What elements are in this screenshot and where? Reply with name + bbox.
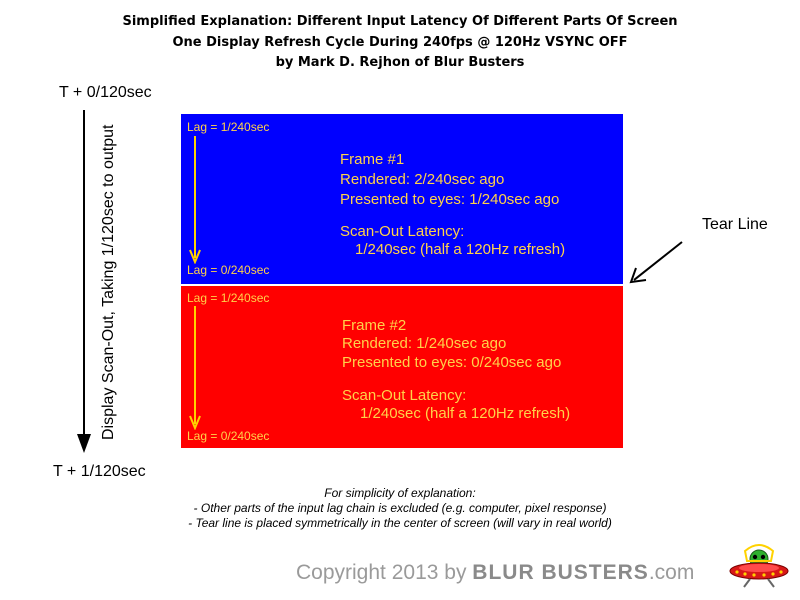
scanout-arrow-icon — [77, 110, 91, 453]
frame-2-rendered: Rendered: 1/240sec ago — [342, 335, 507, 352]
frame-2-panel: Lag = 1/240sec Lag = 0/240sec Frame #2 R… — [181, 286, 623, 448]
frame-2-lag-bottom: Lag = 0/240sec — [187, 429, 270, 443]
frame-1-latency-value: 1/240sec (half a 120Hz refresh) — [355, 241, 566, 258]
tear-line-arrow-icon — [629, 241, 683, 284]
frame-1-name: Frame #1 — [340, 151, 405, 168]
frame-2-name: Frame #2 — [342, 317, 407, 334]
copyright-prefix: Copyright 2013 by — [296, 561, 467, 584]
copyright-brand: BLUR BUSTERS — [472, 561, 649, 584]
frame-2-lag-top: Lag = 1/240sec — [187, 291, 270, 305]
frame-2-latency-title: Scan-Out Latency: — [342, 387, 467, 404]
frame-2-presented: Presented to eyes: 0/240sec ago — [342, 354, 562, 371]
frame-1-scan-arrow-icon — [189, 136, 201, 264]
notes-item-2: - Tear line is placed symmetrically in t… — [188, 516, 612, 530]
title-line-3: by Mark D. Rejhon of Blur Busters — [275, 55, 525, 70]
scanout-label: Display Scan-Out, Taking 1/120sec to out… — [100, 124, 117, 440]
frame-1-lag-bottom: Lag = 0/240sec — [187, 263, 270, 277]
title-line-2: One Display Refresh Cycle During 240fps … — [172, 35, 628, 50]
time-end-label: T + 1/120sec — [53, 463, 146, 480]
frame-2-scan-arrow-icon — [189, 306, 201, 430]
title-line-1: Simplified Explanation: Different Input … — [122, 14, 678, 29]
blur-busters-ufo-logo-icon — [729, 544, 789, 588]
notes-item-1: - Other parts of the input lag chain is … — [193, 501, 607, 515]
copyright-suffix: .com — [648, 561, 695, 584]
frame-1-presented: Presented to eyes: 1/240sec ago — [340, 191, 560, 208]
time-start-label: T + 0/120sec — [59, 84, 152, 101]
frame-2-latency-value: 1/240sec (half a 120Hz refresh) — [360, 405, 571, 422]
tear-line-label: Tear Line — [702, 216, 768, 233]
notes-heading: For simplicity of explanation: — [324, 486, 476, 500]
frame-1-latency-title: Scan-Out Latency: — [340, 223, 465, 240]
copyright-text: Copyright 2013 by BLUR BUSTERS.com — [296, 561, 694, 585]
frame-1-panel: Lag = 1/240sec Lag = 0/240sec Frame #1 R… — [181, 114, 623, 284]
frame-1-lag-top: Lag = 1/240sec — [187, 120, 270, 134]
frame-1-rendered: Rendered: 2/240sec ago — [340, 171, 505, 188]
